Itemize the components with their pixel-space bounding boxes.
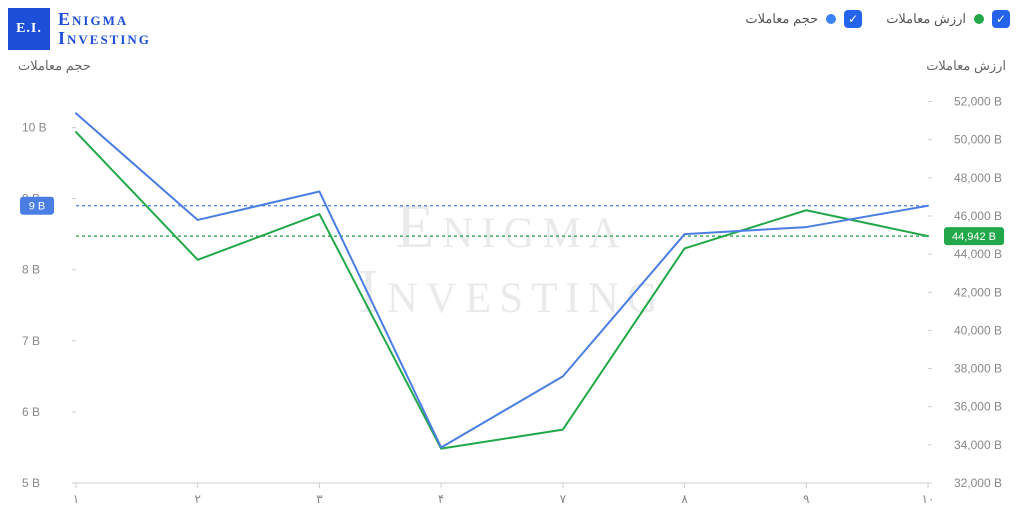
- series-green-line: [76, 132, 928, 449]
- svg-text:5 B: 5 B: [22, 476, 40, 490]
- chart-container: حجم معاملات ارزش معاملات Enigma Investin…: [18, 58, 1006, 517]
- line-chart[interactable]: 5 B 6 B 7 B 8 B 9 B 10 B 32,000 B 34,000 B 36,00…: [18, 82, 1006, 517]
- svg-text:42,000 B: 42,000 B: [954, 285, 1002, 299]
- svg-text:40,000 B: 40,000 B: [954, 323, 1002, 337]
- svg-text:6 B: 6 B: [22, 405, 40, 419]
- svg-text:۹: ۹: [803, 492, 809, 506]
- svg-text:۱۰: ۱۰: [922, 492, 935, 506]
- right-axis-title: ارزش معاملات: [926, 58, 1006, 74]
- svg-text:۷: ۷: [560, 492, 567, 506]
- brand-logo: E.I. Enigma Investing: [8, 8, 151, 50]
- legend-dot-blue: [826, 14, 836, 24]
- svg-text:۴: ۴: [438, 492, 444, 506]
- chart-legend: ✓ ارزش معاملات ✓ حجم معاملات: [745, 10, 1010, 28]
- checkbox-icon: ✓: [844, 10, 862, 28]
- svg-text:46,000 B: 46,000 B: [954, 209, 1002, 223]
- svg-text:10 B: 10 B: [22, 121, 47, 135]
- svg-text:38,000 B: 38,000 B: [954, 362, 1002, 376]
- svg-text:۱: ۱: [73, 492, 79, 506]
- svg-text:9 B: 9 B: [29, 201, 46, 213]
- svg-text:36,000 B: 36,000 B: [954, 400, 1002, 414]
- series-blue-line: [76, 113, 928, 447]
- checkbox-icon: ✓: [992, 10, 1010, 28]
- logo-mark: E.I.: [8, 8, 50, 50]
- svg-text:50,000 B: 50,000 B: [954, 133, 1002, 147]
- legend-item-value[interactable]: ✓ ارزش معاملات: [886, 10, 1010, 28]
- legend-item-volume[interactable]: ✓ حجم معاملات: [745, 10, 862, 28]
- legend-label-volume: حجم معاملات: [745, 11, 818, 27]
- legend-label-value: ارزش معاملات: [886, 11, 966, 27]
- logo-text: Enigma Investing: [58, 10, 151, 48]
- svg-text:۳: ۳: [316, 492, 323, 506]
- logo-line1: Enigma: [58, 10, 151, 29]
- svg-text:7 B: 7 B: [22, 334, 40, 348]
- svg-text:32,000 B: 32,000 B: [954, 476, 1002, 490]
- svg-text:8 B: 8 B: [22, 263, 40, 277]
- legend-dot-green: [974, 14, 984, 24]
- svg-text:۸: ۸: [681, 492, 688, 506]
- svg-text:48,000 B: 48,000 B: [954, 171, 1002, 185]
- svg-text:۲: ۲: [194, 492, 200, 506]
- logo-line2: Investing: [58, 29, 151, 48]
- svg-text:44,942 B: 44,942 B: [952, 231, 996, 243]
- svg-text:44,000 B: 44,000 B: [954, 247, 1002, 261]
- left-axis-title: حجم معاملات: [18, 58, 91, 74]
- svg-text:52,000 B: 52,000 B: [954, 95, 1002, 109]
- svg-text:34,000 B: 34,000 B: [954, 438, 1002, 452]
